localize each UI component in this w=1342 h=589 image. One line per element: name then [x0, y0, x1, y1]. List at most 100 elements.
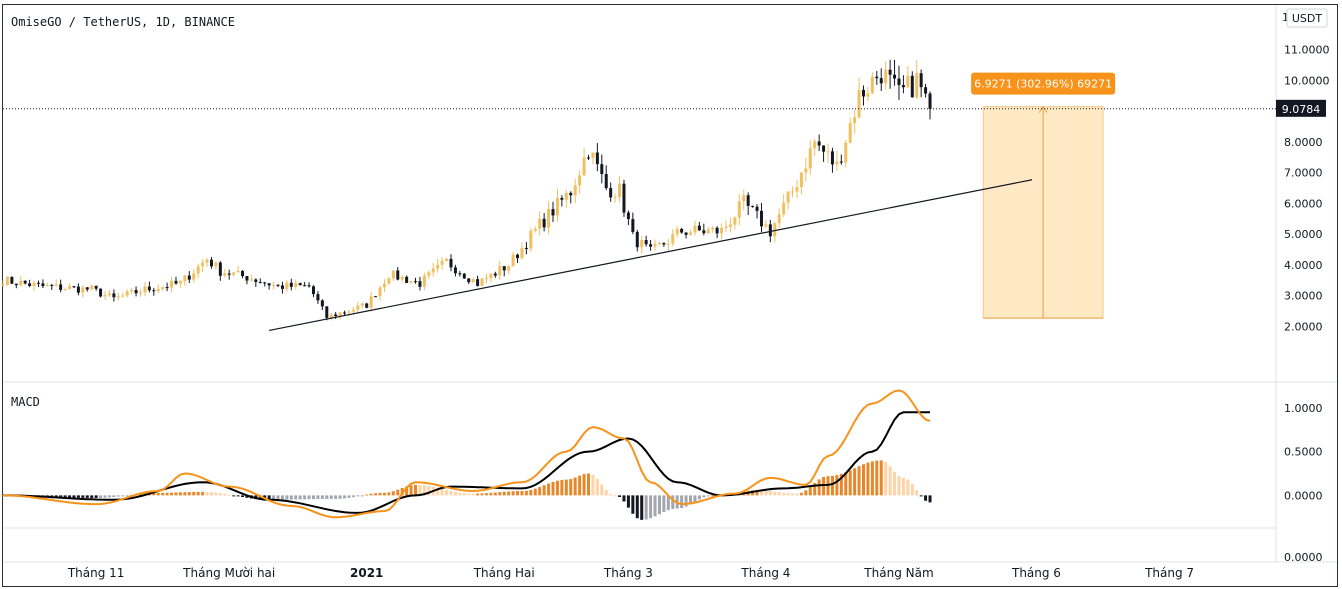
- candle: [649, 239, 653, 251]
- macd-histogram-bar: [928, 495, 932, 503]
- candle: [14, 283, 18, 289]
- candle: [489, 273, 493, 283]
- macd-histogram-bar: [613, 495, 617, 497]
- macd-histogram-bar: [502, 491, 506, 496]
- candle: [662, 242, 666, 247]
- macd-histogram-bar: [879, 460, 883, 496]
- candle: [387, 276, 391, 285]
- candle: [325, 306, 329, 321]
- candle: [147, 281, 151, 293]
- candle: [418, 276, 422, 291]
- macd-histogram-bar: [524, 490, 528, 496]
- measure-arrow-head: [1038, 105, 1048, 113]
- candle: [715, 226, 719, 239]
- macd-histogram-bar: [245, 495, 249, 498]
- candle: [183, 274, 187, 287]
- candle: [72, 285, 76, 289]
- macd-histogram-bar: [578, 475, 582, 496]
- macd-histogram-bar: [493, 492, 497, 496]
- candle: [906, 65, 910, 88]
- candle: [356, 301, 360, 314]
- candle: [711, 226, 715, 233]
- macd-histogram-bar: [68, 495, 72, 498]
- price-label: 11.0000: [1284, 44, 1330, 57]
- macd-histogram-bar: [121, 495, 125, 497]
- candle: [822, 145, 826, 162]
- macd-histogram-bar: [915, 490, 919, 496]
- macd-histogram-bar: [445, 489, 449, 496]
- macd-histogram-bar: [209, 492, 213, 496]
- macd-histogram-bar: [125, 495, 129, 497]
- macd-histogram-bar: [351, 495, 355, 498]
- macd-histogram-bar: [365, 494, 369, 496]
- trend-line-group[interactable]: [269, 179, 1033, 331]
- candle: [866, 86, 870, 102]
- macd-histogram-bar: [165, 492, 169, 496]
- candle: [427, 270, 431, 280]
- candle: [365, 302, 369, 309]
- macd-histogram-bar: [343, 495, 347, 499]
- candle: [81, 284, 85, 298]
- macd-histogram-bar: [405, 486, 409, 496]
- candle: [915, 60, 919, 99]
- measure-tool[interactable]: 6.9271 (302.96%) 69271: [971, 72, 1116, 319]
- macd-histogram-bar: [183, 492, 187, 496]
- candle: [232, 271, 236, 277]
- macd-histogram-bar: [232, 495, 236, 497]
- macd-scale-label: 1.0000: [1284, 402, 1323, 415]
- candle: [254, 278, 258, 287]
- candle: [103, 290, 107, 300]
- macd-histogram-bar: [196, 491, 200, 496]
- candle: [733, 216, 737, 230]
- candle: [591, 152, 595, 165]
- candle: [10, 276, 14, 285]
- candle: [702, 223, 706, 236]
- macd-histogram-bar: [901, 477, 905, 496]
- price-label: 10.0000: [1284, 74, 1330, 87]
- time-label: Tháng 4: [740, 566, 790, 580]
- macd-histogram-bar: [223, 493, 227, 496]
- unit-badge[interactable]: [1286, 8, 1328, 28]
- candle: [467, 278, 471, 285]
- candle: [130, 287, 134, 295]
- macd-histogram-bar: [54, 495, 58, 497]
- macd-histogram-bar: [671, 495, 675, 509]
- macd-histogram-bar: [178, 492, 182, 496]
- macd-histogram-bar: [267, 495, 271, 500]
- macd-histogram-bar: [289, 495, 293, 500]
- time-label: Tháng 7: [1144, 566, 1194, 580]
- candle: [728, 217, 732, 233]
- macd-histogram-bar: [702, 495, 706, 498]
- macd-histogram-bar: [360, 495, 364, 497]
- trend-line[interactable]: [269, 179, 1033, 331]
- candle: [125, 289, 129, 298]
- macd-histogram-bar: [307, 495, 311, 500]
- macd-histogram-bar: [59, 495, 63, 498]
- macd-histogram-bar: [684, 495, 688, 507]
- candle: [839, 154, 843, 165]
- candle: [214, 261, 218, 270]
- candle: [236, 265, 240, 273]
- candle: [875, 70, 879, 85]
- macd-histogram-bar: [697, 495, 701, 500]
- signal-line: [3, 411, 930, 514]
- candle: [116, 292, 120, 301]
- macd-histogram-bar: [139, 493, 143, 496]
- macd-histogram-bar: [830, 475, 834, 496]
- macd-histogram-bar: [236, 495, 240, 497]
- candle: [476, 275, 480, 287]
- current-price-badge: [1276, 99, 1326, 117]
- candle: [143, 282, 147, 297]
- macd-histogram-bar: [875, 460, 879, 496]
- candle: [431, 262, 435, 277]
- candle: [746, 192, 750, 215]
- macd-histogram-bar: [711, 495, 715, 497]
- candle: [76, 283, 80, 296]
- candle: [835, 150, 839, 171]
- macd-histogram-bar: [90, 495, 94, 498]
- macd-histogram-bar: [861, 464, 865, 496]
- price-label: 5.0000: [1284, 228, 1323, 241]
- macd-histogram-bar: [884, 462, 888, 496]
- symbol-title: OmiseGO / TetherUS, 1D, BINANCE: [11, 15, 235, 29]
